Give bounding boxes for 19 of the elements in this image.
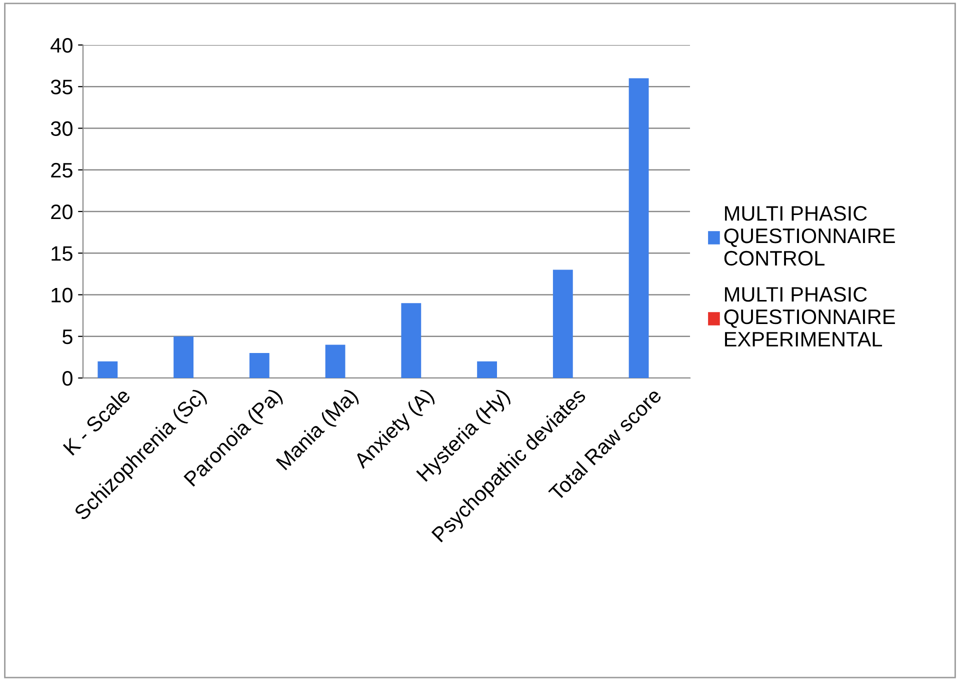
y-tick-label: 35 <box>50 80 72 94</box>
y-tick-label: 20 <box>51 204 72 220</box>
bar <box>249 353 270 378</box>
bar <box>98 361 118 378</box>
y-tick-label: 25 <box>51 162 72 178</box>
y-tick-label: 10 <box>52 288 72 303</box>
y-tick-label: 40 <box>50 38 72 53</box>
y-tick-label: 5 <box>62 330 72 344</box>
bar <box>552 270 573 378</box>
bar <box>325 344 346 378</box>
bar <box>174 336 194 378</box>
y-tick-label: 30 <box>50 121 72 136</box>
bar <box>628 78 649 378</box>
legend-label: MULTI PHASIC QUESTIONNAIRE CONTROL <box>724 206 895 266</box>
y-tick-label: 0 <box>62 371 72 386</box>
legend-label: MULTI PHASIC QUESTIONNAIRE EXPERIMENTAL <box>724 286 895 346</box>
y-tick-label: 15 <box>52 246 72 261</box>
bar <box>401 303 422 378</box>
bar <box>477 361 497 378</box>
